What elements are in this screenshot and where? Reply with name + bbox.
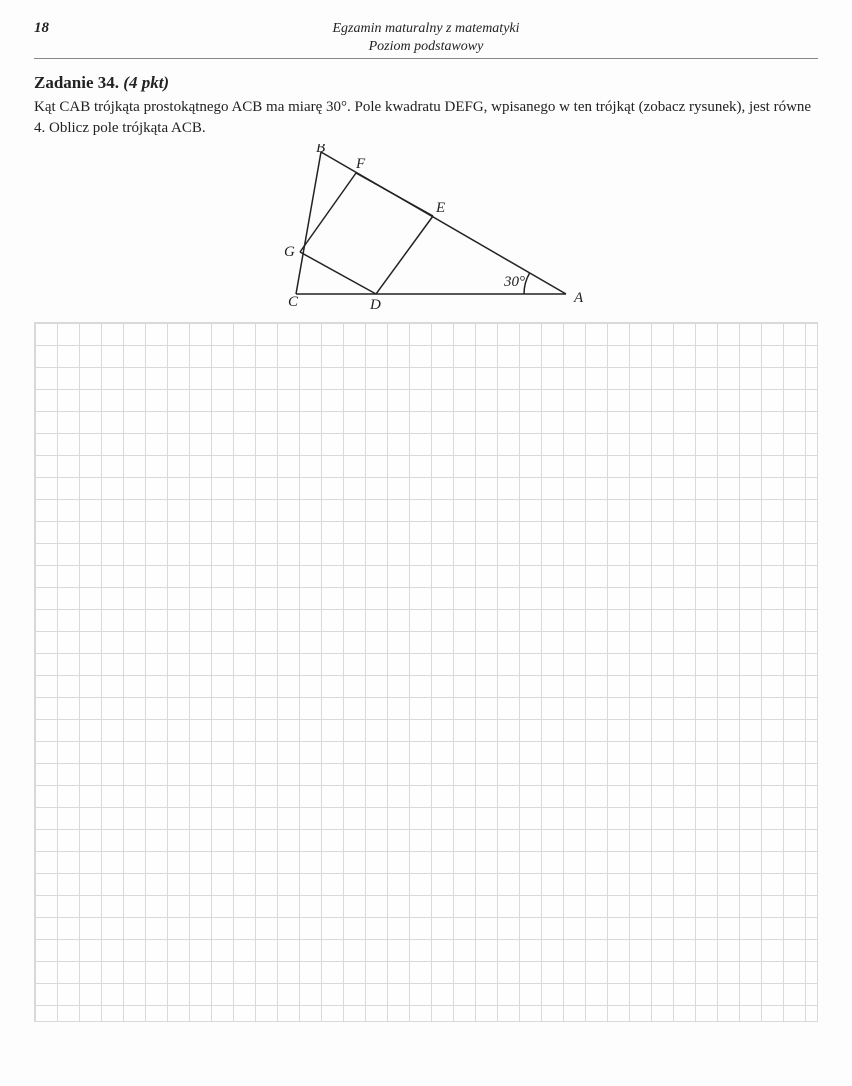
svg-text:C: C bbox=[288, 294, 299, 310]
svg-text:B: B bbox=[316, 144, 325, 156]
header-title: Egzamin maturalny z matematyki Poziom po… bbox=[84, 20, 768, 56]
svg-text:F: F bbox=[355, 156, 366, 172]
task-label: Zadanie 34. bbox=[34, 73, 119, 92]
task-text: Kąt CAB trójkąta prostokątnego ACB ma mi… bbox=[34, 97, 818, 138]
header-line2: Poziom podstawowy bbox=[369, 39, 484, 54]
svg-text:A: A bbox=[573, 290, 584, 306]
exam-page: 18 Egzamin maturalny z matematyki Poziom… bbox=[0, 0, 852, 1086]
task-points: (4 pkt) bbox=[123, 73, 169, 92]
page-number: 18 bbox=[34, 20, 84, 37]
task-title: Zadanie 34. (4 pkt) bbox=[34, 73, 818, 93]
svg-text:D: D bbox=[369, 297, 381, 313]
page-header: 18 Egzamin maturalny z matematyki Poziom… bbox=[34, 20, 818, 59]
svg-text:30°: 30° bbox=[503, 274, 525, 290]
task-block: Zadanie 34. (4 pkt) Kąt CAB trójkąta pro… bbox=[34, 73, 818, 138]
header-line1: Egzamin maturalny z matematyki bbox=[332, 21, 519, 36]
svg-text:G: G bbox=[284, 244, 295, 260]
figure-container: 30° A B C D E F G bbox=[34, 144, 818, 314]
answer-grid bbox=[34, 322, 818, 1022]
svg-text:E: E bbox=[435, 200, 445, 216]
triangle-diagram: 30° A B C D E F G bbox=[266, 144, 586, 314]
